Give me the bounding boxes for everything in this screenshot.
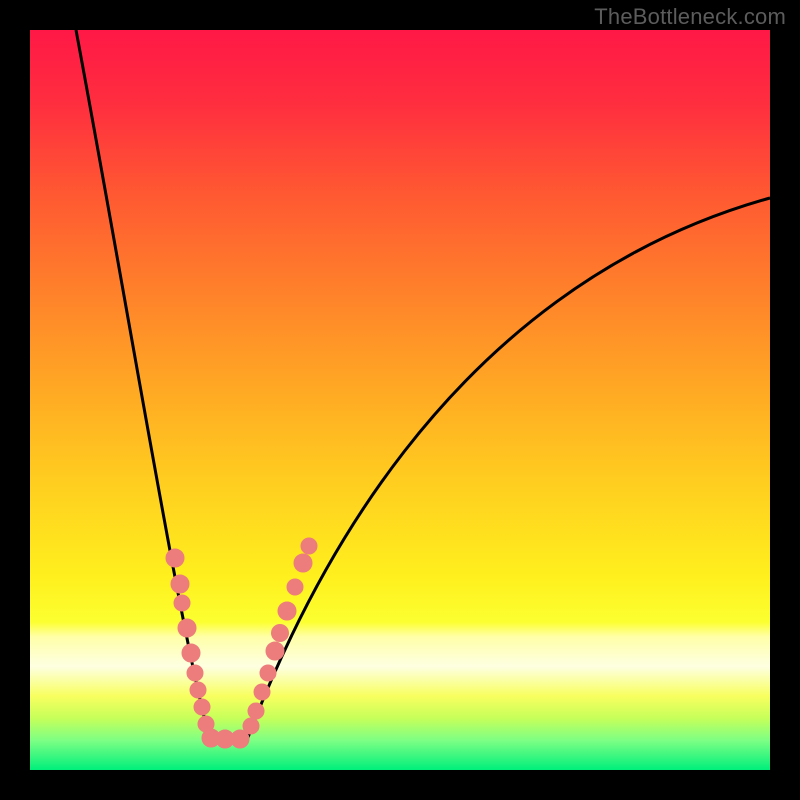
plot-area bbox=[30, 30, 770, 770]
curve-marker bbox=[174, 595, 190, 611]
curve-marker bbox=[287, 579, 303, 595]
curve-marker bbox=[178, 619, 196, 637]
curve-marker bbox=[266, 642, 284, 660]
curve-marker bbox=[182, 644, 200, 662]
curve-marker bbox=[301, 538, 317, 554]
curve-marker bbox=[166, 549, 184, 567]
curve-marker bbox=[194, 699, 210, 715]
curve-marker bbox=[190, 682, 206, 698]
bottleneck-chart-svg bbox=[0, 0, 800, 800]
curve-marker bbox=[187, 665, 203, 681]
curve-marker bbox=[171, 575, 189, 593]
curve-marker bbox=[248, 703, 264, 719]
curve-marker bbox=[243, 718, 259, 734]
curve-marker bbox=[260, 665, 276, 681]
curve-marker bbox=[294, 554, 312, 572]
curve-marker bbox=[254, 684, 270, 700]
curve-marker bbox=[278, 602, 296, 620]
chart-stage: TheBottleneck.com bbox=[0, 0, 800, 800]
curve-marker bbox=[272, 625, 289, 642]
